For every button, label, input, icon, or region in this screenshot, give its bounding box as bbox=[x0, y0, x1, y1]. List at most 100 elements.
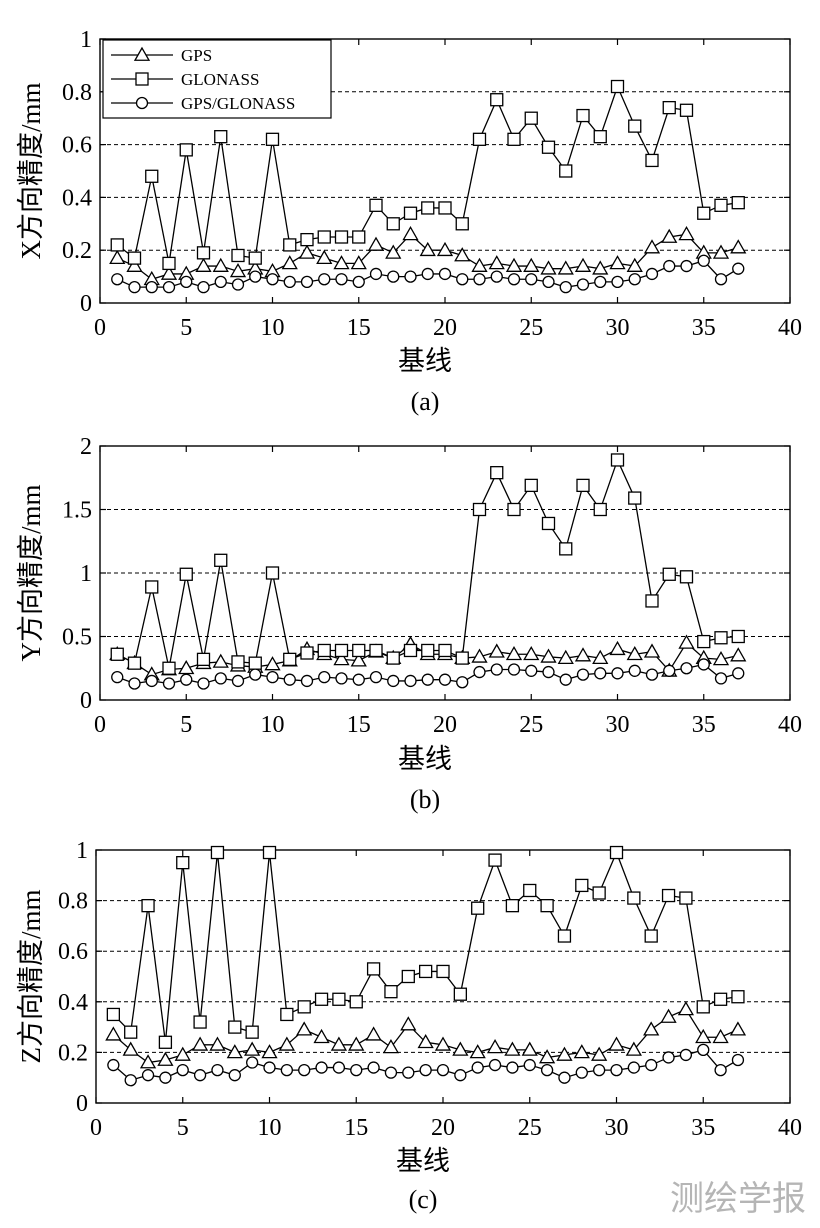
data-point-square bbox=[576, 108, 590, 123]
data-point-circle bbox=[542, 665, 555, 679]
data-point-triangle bbox=[109, 249, 126, 265]
data-point-square bbox=[280, 1007, 294, 1022]
series-line bbox=[116, 458, 739, 669]
data-point-square bbox=[453, 987, 468, 1001]
data-point-circle bbox=[107, 1058, 120, 1072]
data-point-square bbox=[455, 217, 469, 231]
data-point-triangle bbox=[556, 1046, 573, 1061]
data-point-circle bbox=[575, 1066, 588, 1079]
data-point-circle bbox=[335, 672, 348, 685]
data-point-square bbox=[124, 1025, 138, 1039]
data-point-square bbox=[127, 251, 142, 265]
legend-marker-circle bbox=[135, 96, 149, 110]
data-point-circle bbox=[679, 1048, 693, 1062]
data-point-triangle bbox=[365, 1026, 382, 1041]
series-line bbox=[112, 850, 739, 1043]
data-point-square bbox=[490, 466, 504, 480]
data-point-square bbox=[248, 656, 262, 670]
y-tick-label: 0.2 bbox=[58, 1040, 88, 1066]
data-point-triangle bbox=[625, 1041, 642, 1056]
data-point-square bbox=[523, 883, 537, 898]
data-point-circle bbox=[559, 673, 572, 686]
y-tick-label: 2 bbox=[80, 434, 92, 460]
x-tick-label: 15 bbox=[347, 315, 371, 341]
data-point-circle bbox=[628, 273, 641, 286]
data-point-circle bbox=[249, 668, 262, 681]
data-point-triangle bbox=[523, 645, 540, 661]
data-point-triangle bbox=[229, 263, 247, 278]
x-tick-label: 5 bbox=[180, 315, 192, 341]
x-tick-label: 35 bbox=[691, 1115, 715, 1141]
data-point-square bbox=[593, 502, 607, 517]
data-point-square bbox=[436, 964, 450, 979]
data-point-triangle bbox=[296, 1021, 313, 1036]
data-point-circle bbox=[731, 1053, 745, 1067]
x-tick-label: 0 bbox=[90, 1115, 102, 1141]
data-point-circle bbox=[335, 273, 348, 286]
data-point-triangle bbox=[643, 239, 661, 254]
data-point-triangle bbox=[677, 1001, 695, 1016]
series-gps bbox=[105, 1001, 747, 1069]
data-point-square bbox=[507, 502, 521, 517]
data-point-square bbox=[679, 570, 694, 584]
data-point-square bbox=[541, 516, 556, 531]
series-glonass bbox=[110, 79, 745, 271]
data-point-square bbox=[645, 153, 659, 168]
data-point-square bbox=[609, 845, 624, 860]
data-point-circle bbox=[369, 267, 383, 281]
data-point-square bbox=[248, 251, 262, 265]
data-point-square bbox=[696, 1000, 710, 1014]
data-point-square bbox=[507, 132, 521, 146]
data-point-circle bbox=[402, 1066, 415, 1079]
x-tick-label: 35 bbox=[692, 712, 716, 738]
y-axis-label: X方向精度/mm bbox=[16, 82, 46, 259]
data-point-triangle bbox=[434, 1036, 452, 1051]
data-point-triangle bbox=[609, 255, 626, 270]
data-point-circle bbox=[507, 663, 521, 676]
data-point-circle bbox=[732, 667, 745, 680]
data-point-square bbox=[713, 992, 728, 1006]
data-point-triangle bbox=[695, 1028, 712, 1044]
data-point-circle bbox=[266, 273, 279, 286]
data-point-circle bbox=[367, 1061, 380, 1074]
data-point-circle bbox=[197, 281, 210, 294]
x-tick-label: 10 bbox=[258, 1115, 282, 1141]
data-point-triangle bbox=[609, 640, 626, 656]
data-point-triangle bbox=[212, 653, 229, 668]
data-point-square bbox=[421, 643, 435, 658]
data-point-square bbox=[262, 845, 277, 860]
data-point-circle bbox=[193, 1069, 207, 1082]
data-point-circle bbox=[211, 1063, 224, 1077]
data-point-square bbox=[401, 969, 415, 984]
data-point-triangle bbox=[261, 1044, 278, 1059]
data-point-square bbox=[524, 111, 538, 125]
data-point-circle bbox=[576, 668, 590, 681]
data-point-triangle bbox=[244, 1041, 261, 1056]
x-axis-label: 基线 bbox=[398, 744, 452, 774]
legend-marker-square bbox=[135, 72, 149, 86]
data-point-triangle bbox=[678, 634, 695, 649]
data-point-circle bbox=[300, 674, 314, 688]
data-point-triangle bbox=[557, 260, 574, 275]
data-point-circle bbox=[645, 1058, 658, 1072]
legend-label: GPS bbox=[181, 46, 212, 65]
data-point-circle bbox=[438, 267, 452, 281]
y-tick-label: 0.4 bbox=[62, 185, 92, 211]
panel-caption: (a) bbox=[411, 387, 440, 416]
data-point-circle bbox=[454, 1069, 467, 1082]
data-point-triangle bbox=[333, 651, 350, 666]
y-tick-label: 0.6 bbox=[58, 939, 88, 965]
data-point-triangle bbox=[729, 1021, 747, 1036]
data-point-circle bbox=[456, 676, 469, 689]
data-point-square bbox=[731, 196, 745, 210]
series-glonass bbox=[106, 845, 745, 1049]
data-point-square bbox=[106, 1007, 120, 1022]
data-point-circle bbox=[111, 273, 124, 286]
data-point-triangle bbox=[157, 1051, 174, 1066]
data-point-circle bbox=[176, 1063, 189, 1077]
legend: GPS GLONASS GPS/GLONASS bbox=[102, 39, 332, 119]
data-point-triangle bbox=[574, 257, 592, 272]
data-point-square bbox=[661, 888, 676, 903]
x-tick-label: 30 bbox=[606, 315, 630, 341]
data-point-circle bbox=[387, 674, 400, 688]
